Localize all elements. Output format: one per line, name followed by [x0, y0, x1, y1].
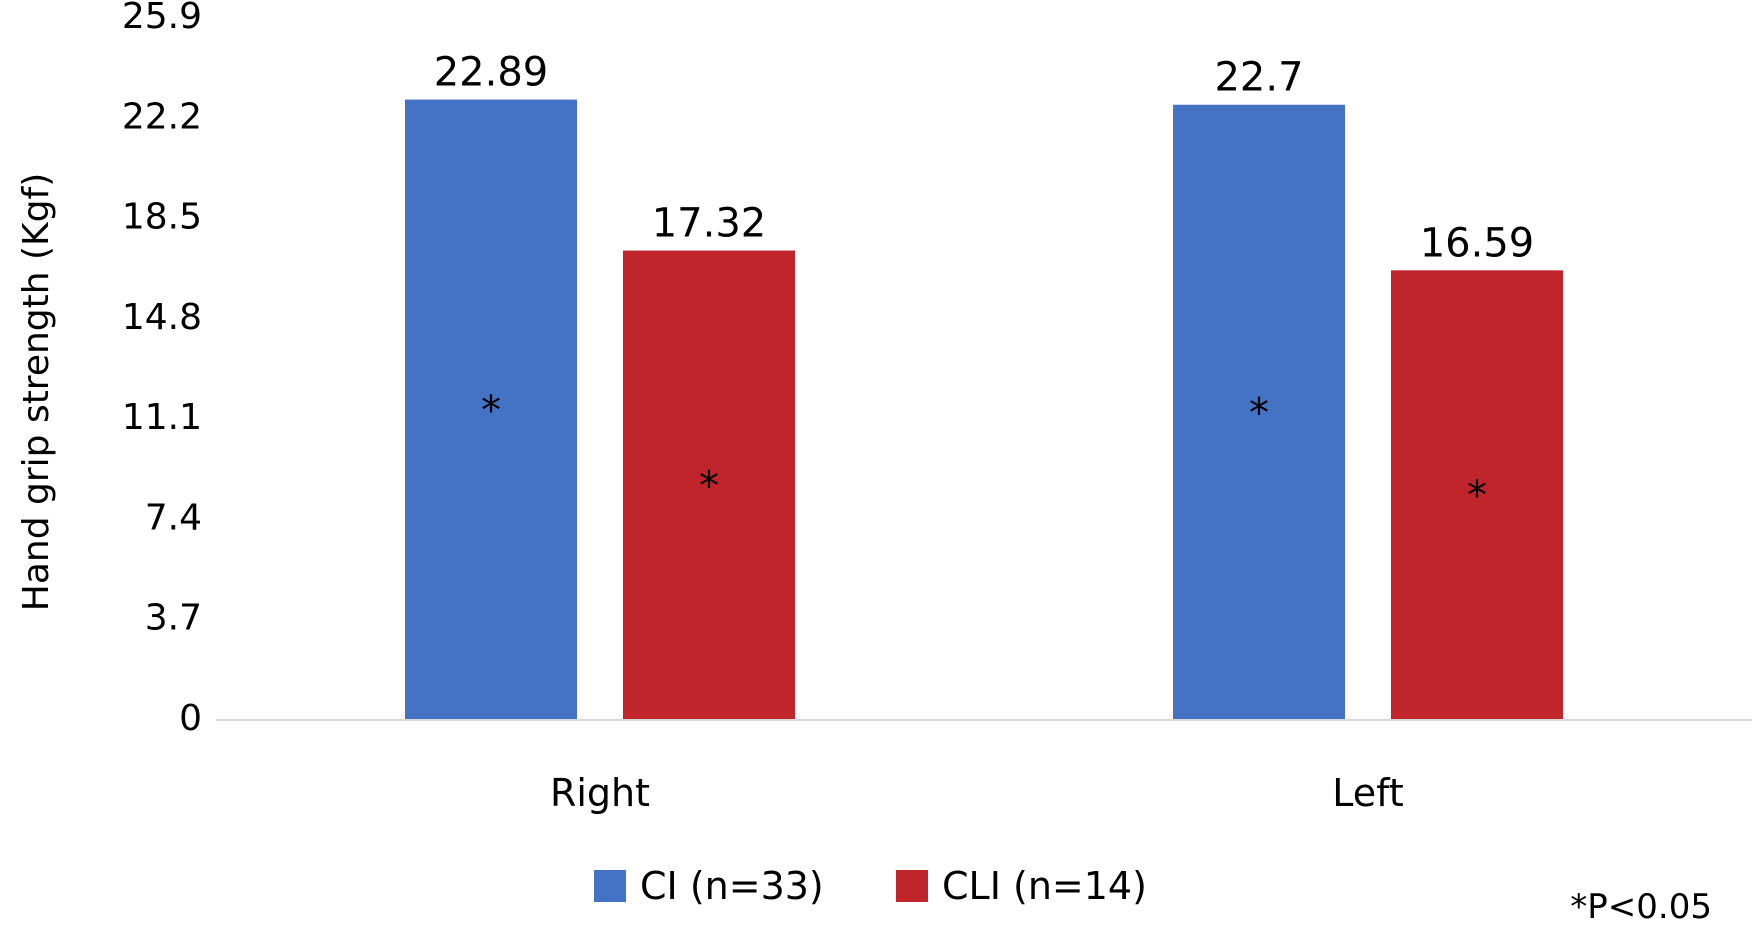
y-tick-label: 11.1	[122, 397, 202, 438]
bar-left-series-1	[1391, 270, 1563, 720]
legend-label: CLI (n=14)	[942, 864, 1147, 908]
bar-left-series-0	[1173, 104, 1345, 721]
data-label: 16.59	[1420, 220, 1535, 266]
legend-swatch	[896, 870, 928, 902]
significance-marker: *	[1249, 390, 1269, 436]
x-category-label: Left	[1332, 771, 1404, 815]
bar-right-series-0	[405, 99, 577, 720]
category-labels: Right Left	[550, 771, 1404, 815]
significance-marker: *	[481, 388, 501, 434]
y-tick-label: 18.5	[122, 197, 202, 238]
significance-marker: *	[699, 463, 719, 509]
bar-right-series-1	[623, 250, 795, 720]
data-label: 17.32	[652, 201, 767, 247]
y-tick-label: 3.7	[145, 598, 202, 639]
data-label: 22.89	[434, 50, 549, 96]
bars: 22.89 * 17.32 * 22.7 * 16.59 *	[405, 50, 1563, 721]
y-tick-label: 25.9	[122, 0, 202, 37]
y-tick-label: 7.4	[145, 497, 202, 538]
y-axis-ticks: 0 3.7 7.4 11.1 14.8 18.5 22.2 25.9	[122, 0, 202, 739]
data-label: 22.7	[1214, 55, 1303, 101]
significance-marker: *	[1467, 473, 1487, 519]
y-tick-label: 22.2	[122, 96, 202, 137]
y-axis-title: Hand grip strength (Kgf)	[16, 173, 57, 612]
legend-label: CI (n=33)	[640, 864, 824, 908]
y-tick-label: 14.8	[122, 297, 202, 338]
y-tick-label: 0	[179, 698, 202, 739]
legend: CI (n=33) CLI (n=14)	[594, 864, 1147, 908]
x-category-label: Right	[550, 771, 650, 815]
significance-note: *P<0.05	[1570, 887, 1712, 927]
legend-swatch	[594, 870, 626, 902]
